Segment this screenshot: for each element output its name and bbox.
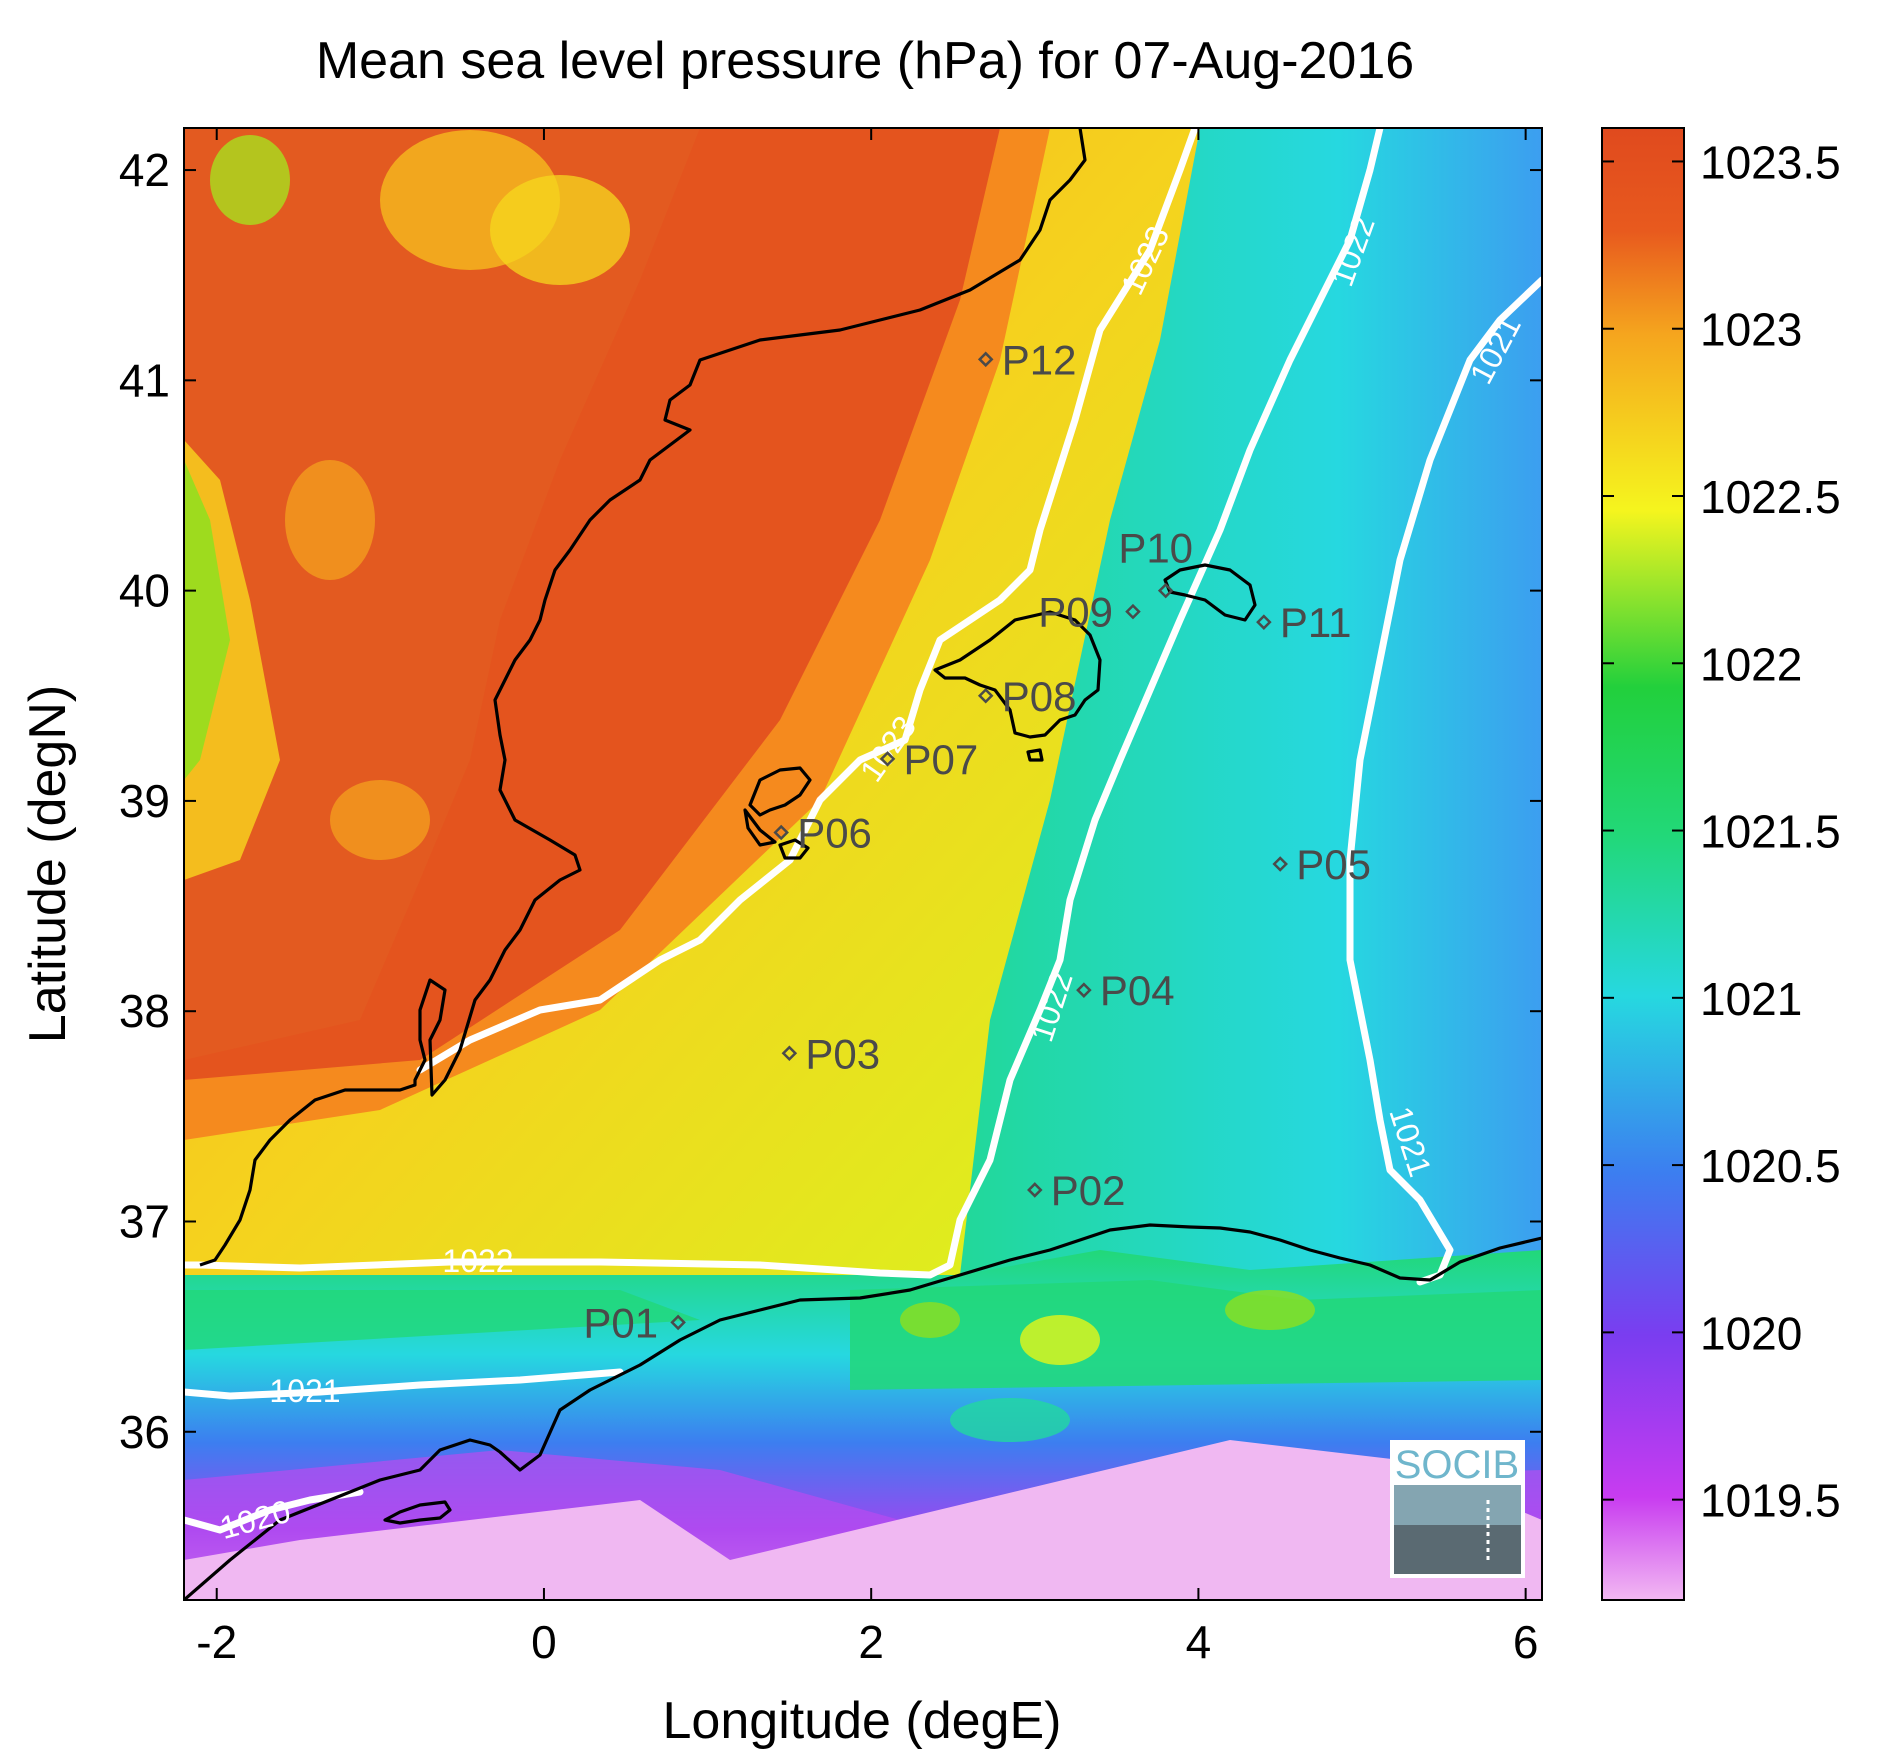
station-marker xyxy=(1076,982,1092,998)
coastline-minorca xyxy=(1163,563,1257,622)
station-label: P11 xyxy=(1280,599,1352,646)
colorbar: 1019.5 1020 1020.5 1021 1021.5 1022 1022.5 1023… xyxy=(1601,127,1841,1601)
map-frame xyxy=(183,127,1543,1601)
station-marker xyxy=(977,688,994,704)
x-tick-label: 4 xyxy=(1186,1616,1212,1668)
station-label: P06 xyxy=(797,809,872,856)
colorbar-tick-label: 1022 xyxy=(1700,638,1802,690)
coastline-ibiza-south xyxy=(743,808,777,847)
station-label: P03 xyxy=(805,1030,880,1077)
coastline-ibiza xyxy=(748,766,812,817)
contour-label-1021-west: 1021 xyxy=(269,1373,340,1409)
coastline-africa xyxy=(184,1223,1542,1600)
y-axis-label: Latitude (degN) xyxy=(19,685,77,1043)
x-tick-label: 0 xyxy=(531,1616,557,1668)
socib-logo: SOCIB xyxy=(1390,1440,1525,1578)
colorbar-ramp xyxy=(1602,128,1684,1600)
colorbar-tick-label: 1023.5 xyxy=(1700,136,1841,188)
y-tick-label: 36 xyxy=(119,1406,170,1458)
coastline-alboran xyxy=(383,1500,452,1525)
colorbar-tick-label: 1023 xyxy=(1700,304,1802,356)
x-tick-label: 2 xyxy=(858,1616,884,1668)
contour-label-1022-west: 1022 xyxy=(442,1243,513,1279)
station-marker xyxy=(977,351,994,368)
y-tick-label: 40 xyxy=(119,565,170,617)
x-axis-label: Longitude (degE) xyxy=(663,1692,1062,1750)
station-label: P12 xyxy=(1002,336,1077,383)
station-marker xyxy=(1157,582,1174,599)
colorbar-tick-label: 1021.5 xyxy=(1700,806,1841,858)
y-tick-label: 39 xyxy=(119,775,170,827)
colorbar-tick-label: 1021 xyxy=(1700,973,1802,1025)
y-tick-label: 42 xyxy=(119,144,170,196)
station-label: P01 xyxy=(583,1299,658,1346)
socib-logo-text: SOCIB xyxy=(1395,1443,1519,1487)
station-marker xyxy=(879,751,896,767)
coastline-iberia xyxy=(199,128,1087,1267)
station-marker xyxy=(1125,603,1141,620)
y-axis: 36 37 38 39 40 41 42 xyxy=(119,144,1542,1458)
coastline-majorca xyxy=(933,610,1102,739)
station-label: P07 xyxy=(904,736,979,783)
station-marker xyxy=(1027,1182,1043,1198)
station-label: P04 xyxy=(1100,967,1175,1014)
station-label: P09 xyxy=(1038,589,1113,636)
coastline-cabrera xyxy=(1026,748,1044,762)
y-tick-label: 41 xyxy=(119,354,170,406)
station-marker xyxy=(781,1045,798,1062)
station-label: P05 xyxy=(1296,841,1371,888)
x-tick-label: 6 xyxy=(1513,1616,1539,1668)
coastline-formentera xyxy=(778,838,810,860)
pressure-field xyxy=(184,128,1542,1600)
station-marker xyxy=(1256,614,1272,630)
colorbar-tick-label: 1022.5 xyxy=(1700,471,1841,523)
station-label: P08 xyxy=(1002,673,1077,720)
contour-1023 xyxy=(416,128,1199,1074)
colorbar-tick-label: 1020 xyxy=(1700,1307,1802,1359)
colorbar-tick-label: 1020.5 xyxy=(1700,1140,1841,1192)
station-marker xyxy=(773,824,789,841)
station-marker xyxy=(1272,856,1288,872)
station-marker xyxy=(670,1314,686,1331)
x-axis: -2 0 2 4 6 xyxy=(196,128,1538,1668)
colorbar-tick-label: 1019.5 xyxy=(1700,1475,1841,1527)
x-tick-label: -2 xyxy=(196,1616,237,1668)
y-tick-label: 37 xyxy=(119,1195,170,1247)
station-label: P10 xyxy=(1118,525,1193,572)
chart-title: Mean sea level pressure (hPa) for 07-Aug… xyxy=(316,32,1414,90)
station-label: P02 xyxy=(1051,1167,1126,1214)
y-tick-label: 38 xyxy=(119,985,170,1037)
